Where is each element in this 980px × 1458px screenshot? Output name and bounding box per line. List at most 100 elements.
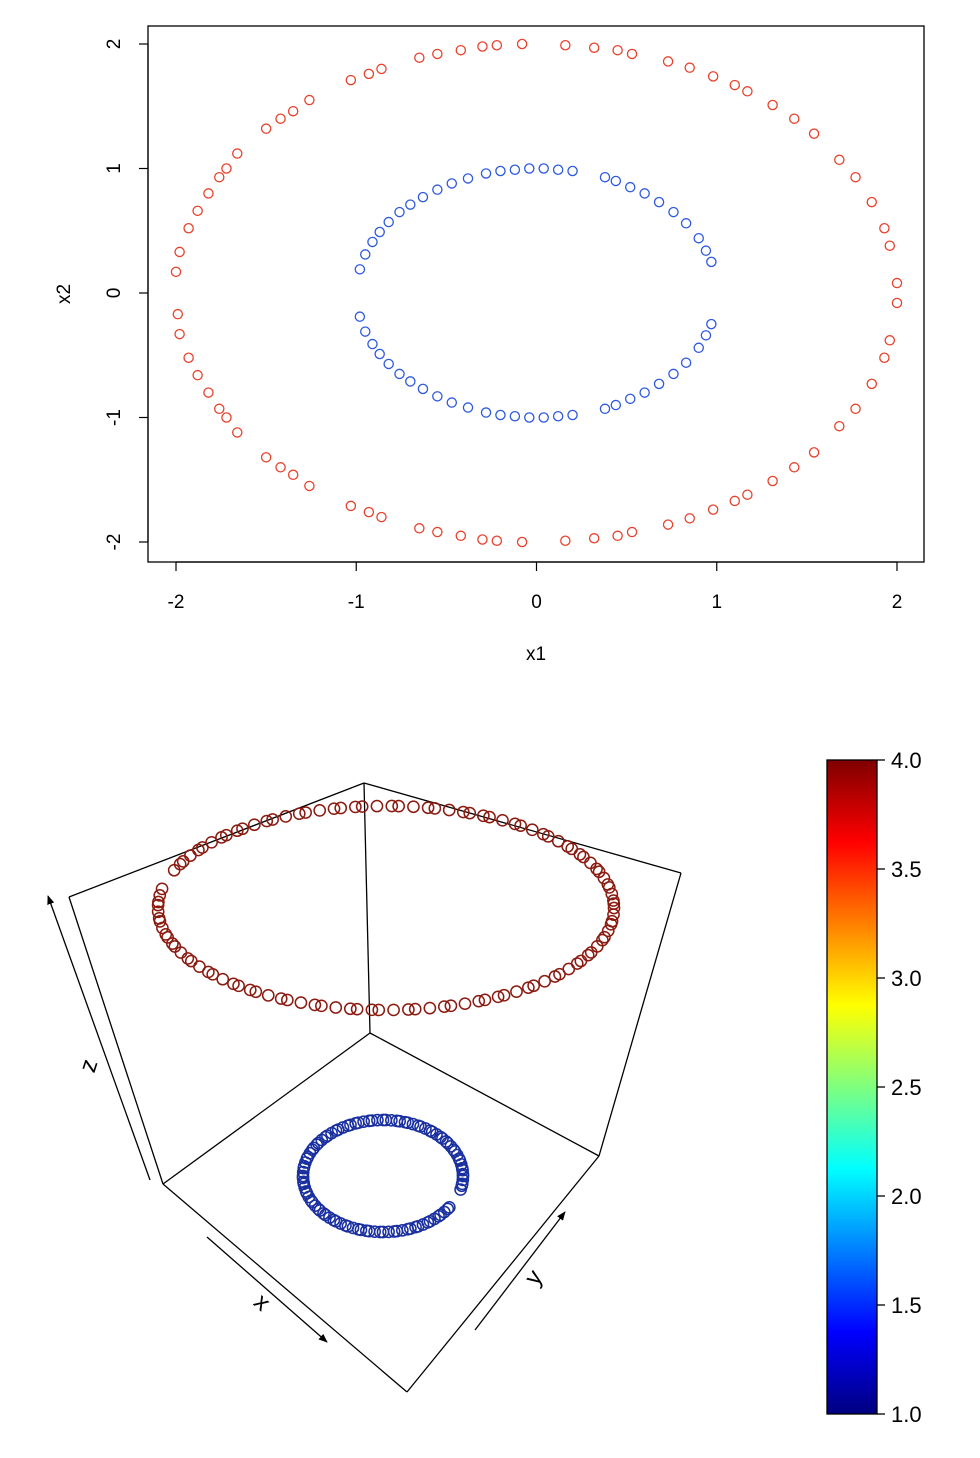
inner-ring-point: [680, 357, 692, 368]
plot-frame: [147, 25, 925, 563]
outer-ring-point: [455, 44, 467, 56]
inner-ring-point: [446, 178, 458, 189]
top-ring-point: [292, 807, 306, 821]
outer-ring-point: [516, 38, 528, 50]
inner-ring-point: [538, 412, 549, 423]
outer-ring-point: [834, 420, 845, 432]
outer-ring-point: [275, 462, 286, 473]
top-ring-point: [444, 999, 458, 1013]
top-ring-point: [402, 1003, 415, 1016]
y-tick-label: -1: [104, 409, 125, 426]
top-ring-point: [370, 799, 384, 813]
bottom-ring-point: [360, 1224, 373, 1238]
top-ring-point: [408, 1002, 422, 1016]
top-ring-point: [472, 994, 486, 1008]
bottom-ring-point: [385, 1113, 398, 1127]
inner-ring-point: [495, 409, 506, 421]
inner-ring-point: [432, 391, 443, 402]
top-ring-point: [584, 856, 597, 870]
top-ring-point: [483, 810, 496, 824]
outer-ring-point: [612, 44, 623, 56]
bottom-ring-point: [346, 1221, 360, 1235]
colorbar-tick-label: 1.5: [891, 1293, 922, 1318]
outer-ring-point: [491, 39, 503, 51]
top-ring-point: [372, 1003, 386, 1017]
outer-ring-point: [879, 352, 890, 363]
outer-ring-point: [662, 519, 674, 530]
outer-ring-point: [879, 223, 890, 234]
colorbar-tick-label: 1.0: [891, 1402, 922, 1427]
inner-ring-point: [432, 184, 443, 195]
inner-ring-point: [354, 311, 366, 322]
outer-ring-point: [376, 63, 387, 75]
bottom-ring-point: [393, 1114, 406, 1128]
top-ring-point: [153, 889, 167, 902]
top-ring-point: [407, 800, 420, 814]
outer-ring-point: [174, 246, 185, 258]
top-ring-point: [173, 857, 187, 871]
top-ring-point: [423, 1001, 437, 1015]
outer-ring-point: [767, 475, 778, 487]
top-ring-point: [385, 799, 399, 813]
top-ring-point: [279, 810, 293, 823]
colorbar-tick-label: 3.0: [891, 966, 922, 991]
bottom-ring-point: [344, 1118, 357, 1132]
top-ring-point: [607, 897, 621, 910]
outer-ring-point: [192, 205, 203, 217]
bottom-ring-point: [406, 1117, 420, 1131]
outer-ring-point: [214, 403, 225, 415]
outer-ring-point: [866, 196, 878, 208]
inner-ring-point: [374, 226, 385, 238]
top-ring-point: [152, 895, 165, 909]
top-ring-point: [574, 954, 588, 968]
top-ring-point: [174, 946, 188, 959]
top-ring-point: [478, 993, 492, 1007]
inner-ring-point: [653, 378, 665, 390]
top-ring-point: [548, 970, 562, 983]
y-tick-label: -2: [104, 534, 125, 551]
inner-ring-point: [462, 173, 474, 184]
colorbar-tick-label: 3.5: [891, 857, 922, 882]
bottom-ring-point: [382, 1225, 395, 1239]
top-ring-point: [261, 988, 275, 1002]
top-ring-point: [497, 988, 511, 1002]
inner-ring-point: [383, 216, 394, 228]
outer-ring-point: [304, 480, 315, 492]
top-ring-point: [601, 924, 615, 938]
box-edge: [162, 1032, 371, 1185]
inner-ring-point: [417, 383, 429, 395]
top-ring-point: [607, 901, 621, 915]
top-ring-point: [577, 850, 590, 864]
x-tick-label: 0: [531, 592, 542, 613]
box-edge: [369, 1032, 600, 1157]
bottom-ring-point: [396, 1223, 409, 1237]
inner-ring-point: [524, 163, 535, 174]
top-ring-point: [193, 960, 206, 973]
outer-ring-point: [891, 297, 903, 309]
top-ring-point: [477, 809, 490, 823]
top-ring-point: [266, 813, 279, 826]
top-ring-point: [573, 848, 587, 861]
colorbar-tick-label: 2.5: [891, 1075, 922, 1100]
top-ring-point: [456, 805, 470, 819]
colorbar: 4.0 3.5 3.0 2.5 2.0 1.5 1.0: [826, 748, 922, 1427]
inner-ring-point: [552, 411, 564, 422]
top-ring-point: [604, 917, 618, 931]
top-ring-point: [151, 905, 165, 919]
top-ring-point: [327, 802, 341, 816]
outer-ring-point: [232, 148, 243, 159]
top-ring-point: [227, 977, 240, 991]
top-ring-point: [437, 1000, 451, 1013]
top-ring-point: [184, 954, 198, 968]
inner-ring-point: [567, 409, 578, 421]
bottom-ring-point: [368, 1225, 381, 1239]
z-axis-arrow: [47, 895, 151, 1181]
y-tick-label: 2: [104, 39, 125, 50]
inner-ring-point: [495, 165, 506, 177]
outer-ring-point: [214, 171, 225, 183]
inner-ring-point: [405, 376, 416, 387]
scatter-plot-x1-x2: -2 -1 0 1 2 -2 -1 0 1 2 x1 x2: [54, 25, 925, 665]
outer-ring-point: [221, 163, 232, 174]
outer-ring-point: [192, 369, 203, 381]
